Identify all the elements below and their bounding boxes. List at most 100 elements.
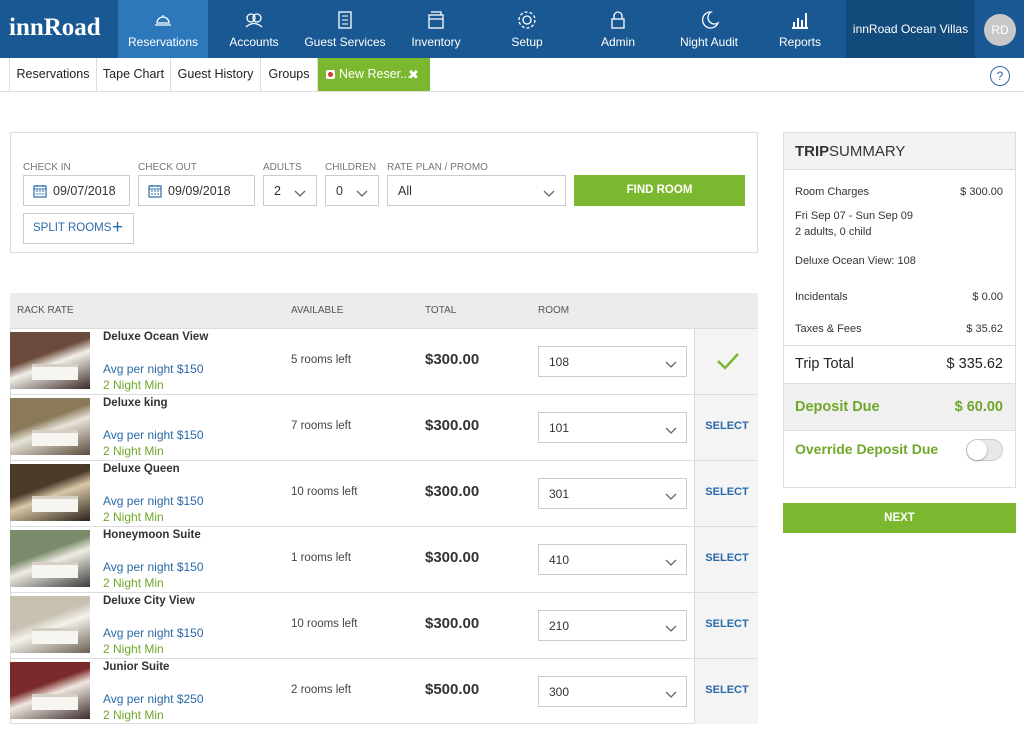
summary-label: Trip Total (795, 356, 854, 372)
availability: 2 rooms left (291, 684, 352, 696)
room-number: 101 (549, 421, 570, 435)
find-room-button[interactable]: FIND ROOM (574, 175, 745, 206)
nav-item[interactable]: Night Audit (664, 0, 754, 58)
total: $300.00 (425, 351, 480, 368)
avatar[interactable]: RD (984, 14, 1016, 46)
nav-item[interactable]: Reports (755, 0, 845, 58)
tab-close[interactable]: ✖ (408, 67, 419, 82)
chevron (543, 190, 555, 197)
room-select[interactable]: 108 (538, 346, 687, 377)
room-name: Honeymoon Suite (103, 529, 201, 541)
check-icon (717, 353, 739, 370)
tab-icon (326, 70, 335, 79)
field-label: CHECK OUT (138, 162, 197, 173)
nav-label: Accounts (229, 35, 279, 49)
select-button[interactable]: SELECT (705, 684, 749, 696)
row (10, 658, 758, 724)
chevron-wrap (665, 424, 677, 434)
avg-rate[interactable]: Avg per night $150 (103, 560, 204, 574)
field-input[interactable]: All (387, 175, 566, 206)
nav-icon (518, 11, 536, 29)
room-select[interactable]: 210 (538, 610, 687, 641)
tab[interactable]: Tape Chart (96, 58, 170, 91)
property-name[interactable]: innRoad Ocean Villas (846, 0, 975, 58)
tab[interactable]: Groups (260, 58, 317, 91)
select-button[interactable]: SELECT (705, 552, 749, 564)
help-icon[interactable]: ? (990, 66, 1010, 86)
room-select[interactable]: 301 (538, 478, 687, 509)
availability: 10 rooms left (291, 618, 358, 630)
night-min: 2 Night Min (103, 510, 164, 524)
chevron-wrap (665, 622, 677, 632)
override-label: Override Deposit Due (795, 441, 939, 457)
avg-rate[interactable]: Avg per night $150 (103, 494, 204, 508)
nav-icon (428, 11, 444, 29)
nav-label: Night Audit (679, 35, 739, 49)
nav-icon-wrap (789, 10, 811, 30)
select-button[interactable]: SELECT (705, 486, 749, 498)
avg-rate[interactable]: Avg per night $150 (103, 362, 204, 376)
select-button[interactable]: SELECT (705, 618, 749, 630)
room-name: Deluxe City View (103, 595, 195, 607)
nav-icon-wrap (698, 10, 720, 30)
avg-rate[interactable]: Avg per night $150 (103, 626, 204, 640)
field-value: 0 (336, 184, 343, 198)
action-cell: SELECT (694, 395, 758, 460)
room-select[interactable]: 101 (538, 412, 687, 443)
availability: 7 rooms left (291, 420, 352, 432)
total: $300.00 (425, 483, 480, 500)
summary-dates: Fri Sep 07 - Sun Sep 09 (795, 210, 914, 222)
chevron-wrap (356, 187, 368, 197)
action-cell: SELECT (694, 461, 758, 526)
nav-item[interactable]: Admin (573, 0, 663, 58)
split-rooms-button[interactable]: SPLIT ROOMS + (23, 213, 134, 244)
room-photo (10, 662, 90, 719)
tab[interactable]: Reservations (9, 58, 96, 91)
nav-icon (155, 15, 171, 26)
chevron-wrap (665, 688, 677, 698)
column-header: ROOM (538, 305, 570, 316)
nav-item[interactable]: Reservations (118, 0, 208, 58)
room-photo (10, 530, 90, 587)
search-panel (10, 132, 758, 253)
nav-icon-wrap (425, 10, 447, 30)
total: $500.00 (425, 681, 480, 698)
nav-label: Reports (778, 35, 822, 49)
room-select[interactable]: 410 (538, 544, 687, 575)
next-button[interactable]: NEXT (783, 503, 1016, 533)
nav-icon (611, 11, 625, 29)
avg-rate[interactable]: Avg per night $150 (103, 428, 204, 442)
nav-label: Admin (600, 35, 635, 49)
field-label: ADULTS (263, 162, 302, 173)
availability: 1 rooms left (291, 552, 352, 564)
select-button[interactable]: SELECT (705, 420, 749, 432)
room-number: 410 (549, 553, 570, 567)
photo-bed (32, 430, 78, 446)
nav-item[interactable]: Inventory (391, 0, 481, 58)
calendar-icon (33, 185, 47, 198)
nav-label: Inventory (411, 35, 461, 49)
tab[interactable]: New Reser... ✖ (317, 58, 430, 91)
chevron-wrap (294, 187, 306, 197)
room-select[interactable]: 300 (538, 676, 687, 707)
avg-rate[interactable]: Avg per night $250 (103, 692, 204, 706)
room-number: 108 (549, 355, 570, 369)
tab[interactable]: Guest History (170, 58, 260, 91)
field-value: 2 (274, 184, 281, 198)
override-toggle[interactable] (966, 439, 1003, 461)
photo-bed (32, 694, 78, 710)
field-input[interactable]: 09/07/2018 (23, 175, 130, 206)
nav-item[interactable]: Accounts (209, 0, 299, 58)
night-min: 2 Night Min (103, 708, 164, 722)
photo-bed (32, 628, 78, 644)
photo-bed (32, 496, 78, 512)
chevron-wrap (543, 187, 555, 197)
field-input[interactable]: 2 (263, 175, 317, 206)
nav-item[interactable]: Setup (482, 0, 572, 58)
field-input[interactable]: 0 (325, 175, 379, 206)
nav-label: Guest Services (304, 35, 386, 49)
field-input[interactable]: 09/09/2018 (138, 175, 255, 206)
nav-item[interactable]: Guest Services (300, 0, 390, 58)
tab-icon-dot (328, 72, 333, 77)
